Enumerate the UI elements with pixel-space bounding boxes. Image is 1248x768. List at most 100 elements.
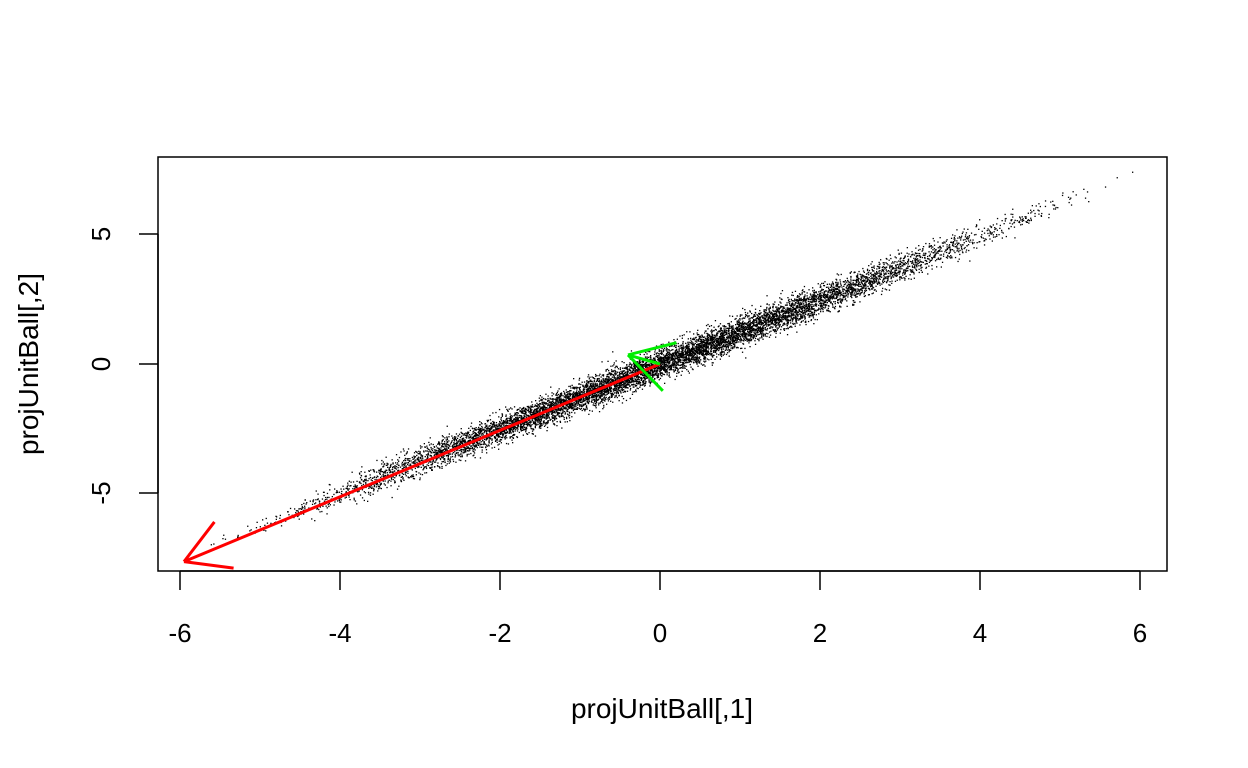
data-point (538, 426, 541, 428)
data-point (676, 375, 678, 377)
data-point (888, 270, 890, 272)
data-point (872, 281, 874, 283)
data-point (391, 459, 393, 461)
data-point (957, 242, 959, 244)
data-point (652, 370, 654, 373)
data-point (717, 339, 719, 341)
data-point (834, 308, 836, 310)
data-point (614, 374, 616, 376)
data-point (793, 311, 795, 313)
data-point (855, 278, 858, 281)
data-point (858, 281, 860, 283)
data-point (618, 376, 620, 378)
data-point (743, 331, 746, 333)
data-point (626, 370, 629, 373)
data-point (616, 387, 618, 389)
data-point (612, 390, 615, 392)
data-point (1037, 209, 1039, 211)
data-point (426, 457, 428, 459)
data-point (812, 290, 814, 292)
data-point (547, 412, 550, 414)
data-point (928, 246, 930, 248)
data-point (653, 359, 656, 361)
data-point (1039, 205, 1041, 208)
data-point (719, 328, 722, 330)
data-point (824, 293, 827, 296)
data-point (383, 471, 386, 473)
data-point (662, 356, 665, 359)
data-point (687, 361, 689, 364)
data-point (836, 288, 839, 290)
data-point (474, 438, 476, 440)
data-point (347, 488, 349, 490)
data-point (612, 394, 615, 396)
data-point (464, 448, 466, 450)
data-point (360, 479, 363, 481)
data-point (543, 420, 545, 422)
data-point (430, 448, 433, 450)
data-point (928, 251, 930, 253)
data-point (533, 412, 535, 414)
data-point (781, 306, 784, 308)
data-point (615, 387, 617, 389)
data-point (432, 443, 434, 446)
data-point (842, 290, 844, 292)
data-point (779, 301, 781, 303)
data-point (966, 238, 969, 240)
data-point (461, 456, 463, 458)
data-point (753, 319, 755, 321)
data-point (479, 444, 481, 446)
data-point (576, 392, 579, 394)
data-point (542, 397, 545, 400)
data-point (440, 447, 442, 449)
data-point (728, 349, 730, 351)
data-point (863, 280, 865, 282)
data-point (704, 339, 706, 341)
data-point (594, 399, 596, 401)
data-point (628, 369, 630, 371)
data-point (345, 491, 347, 494)
data-point (830, 291, 832, 293)
data-point (470, 425, 472, 428)
data-point (766, 313, 768, 316)
data-point (665, 369, 667, 371)
data-point (769, 310, 771, 312)
data-point (811, 295, 813, 298)
data-point (361, 466, 363, 468)
data-point (606, 389, 608, 391)
data-point (742, 336, 744, 338)
data-point (871, 261, 873, 263)
data-point (672, 360, 674, 362)
data-point (451, 435, 453, 437)
data-point (728, 322, 730, 325)
data-point (616, 396, 618, 399)
data-point (427, 462, 430, 464)
data-point (714, 320, 717, 322)
data-point (489, 429, 491, 431)
data-point (660, 362, 662, 365)
data-point (517, 412, 519, 414)
data-point (877, 281, 879, 283)
data-point (478, 442, 480, 444)
data-point (445, 455, 448, 457)
data-point (791, 320, 794, 322)
data-point (775, 312, 778, 314)
data-point (617, 382, 619, 385)
data-point (623, 386, 625, 388)
data-point (778, 308, 780, 310)
data-point (716, 356, 718, 358)
data-point (799, 294, 802, 296)
data-point (378, 469, 380, 471)
data-point (745, 334, 747, 336)
data-point (540, 407, 542, 409)
data-point (498, 427, 500, 429)
data-point (485, 432, 488, 434)
data-point (384, 484, 386, 486)
data-point (718, 330, 720, 332)
data-point (875, 281, 878, 283)
data-point (830, 294, 832, 296)
data-point (823, 295, 825, 297)
data-point (655, 373, 657, 375)
data-point (420, 455, 422, 457)
data-point (739, 317, 741, 320)
